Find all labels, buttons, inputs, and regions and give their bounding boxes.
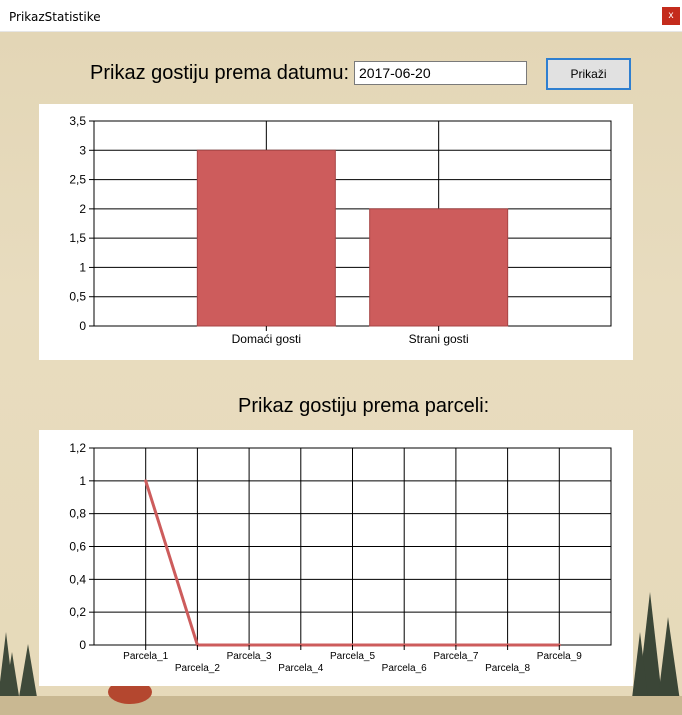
window-title: PrikazStatistike <box>9 10 101 24</box>
background-scene <box>0 592 682 715</box>
y-tick-label: 3 <box>79 143 86 157</box>
plot-area-border <box>93 120 612 327</box>
y-tick-label: 0,5 <box>69 290 86 304</box>
show-button[interactable]: Prikaži <box>546 58 631 90</box>
y-tick-label: 0 <box>79 638 86 652</box>
y-tick-label: 1 <box>79 474 86 488</box>
tree-icon <box>630 592 682 715</box>
x-tick-label: Parcela_2 <box>175 663 220 674</box>
x-tick-label: Parcela_7 <box>433 651 478 662</box>
x-tick-label: Parcela_5 <box>330 651 375 662</box>
y-tick-label: 1 <box>79 260 86 274</box>
title-bar: PrikazStatistike x <box>0 0 682 32</box>
parcel-section-heading: Prikaz gostiju prema parceli: <box>238 395 490 417</box>
y-tick-label: 0 <box>79 319 86 333</box>
bar-2 <box>369 208 509 327</box>
close-button[interactable]: x <box>662 7 680 25</box>
guests-by-parcel-chart: 0 0,2 0,4 0,6 0,8 1 1,2 Parcela_1 Parcela_2 Parce… <box>69 441 612 674</box>
y-tick-label: 1,5 <box>69 231 86 245</box>
x-tick-label: Parcela_3 <box>227 651 272 662</box>
ground <box>0 696 682 715</box>
parcel-chart-panel: 0 0,2 0,4 0,6 0,8 1 1,2 Parcela_1 Parcela_2 Parce… <box>39 430 633 686</box>
y-tick-label: 2,5 <box>69 173 86 187</box>
x-tick-label: Parcela_4 <box>278 663 323 674</box>
x-tick-label: Parcela_8 <box>485 663 530 674</box>
window-client-area: Prikaz gostiju prema datumu: Prikaži 0 0,… <box>0 32 682 715</box>
data-point <box>144 479 148 483</box>
x-tick-label: Domaći gosti <box>232 332 301 346</box>
x-tick-label: Parcela_6 <box>382 663 427 674</box>
y-tick-label: 1,2 <box>69 441 86 455</box>
y-tick-label: 0,8 <box>69 507 86 521</box>
y-tick-label: 0,4 <box>69 572 86 586</box>
date-section-heading: Prikaz gostiju prema datumu: <box>90 62 350 84</box>
date-chart-panel: 0 0,5 1 1,5 2 2,5 3 3,5 Domaći gosti Strani gosti <box>39 104 633 360</box>
y-tick-label: 2 <box>79 202 86 216</box>
date-input[interactable] <box>354 61 527 85</box>
y-tick-label: 0,2 <box>69 605 86 619</box>
x-tick-label: Parcela_9 <box>537 651 582 662</box>
y-tick-label: 0,6 <box>69 540 86 554</box>
y-tick-label: 3,5 <box>69 114 86 128</box>
tent-icon <box>108 680 152 704</box>
guests-by-date-chart: 0 0,5 1 1,5 2 2,5 3 3,5 Domaći gosti Strani gosti <box>69 114 612 346</box>
x-tick-label: Parcela_1 <box>123 651 168 662</box>
bar-1 <box>196 149 336 327</box>
x-tick-label: Strani gosti <box>409 332 469 346</box>
